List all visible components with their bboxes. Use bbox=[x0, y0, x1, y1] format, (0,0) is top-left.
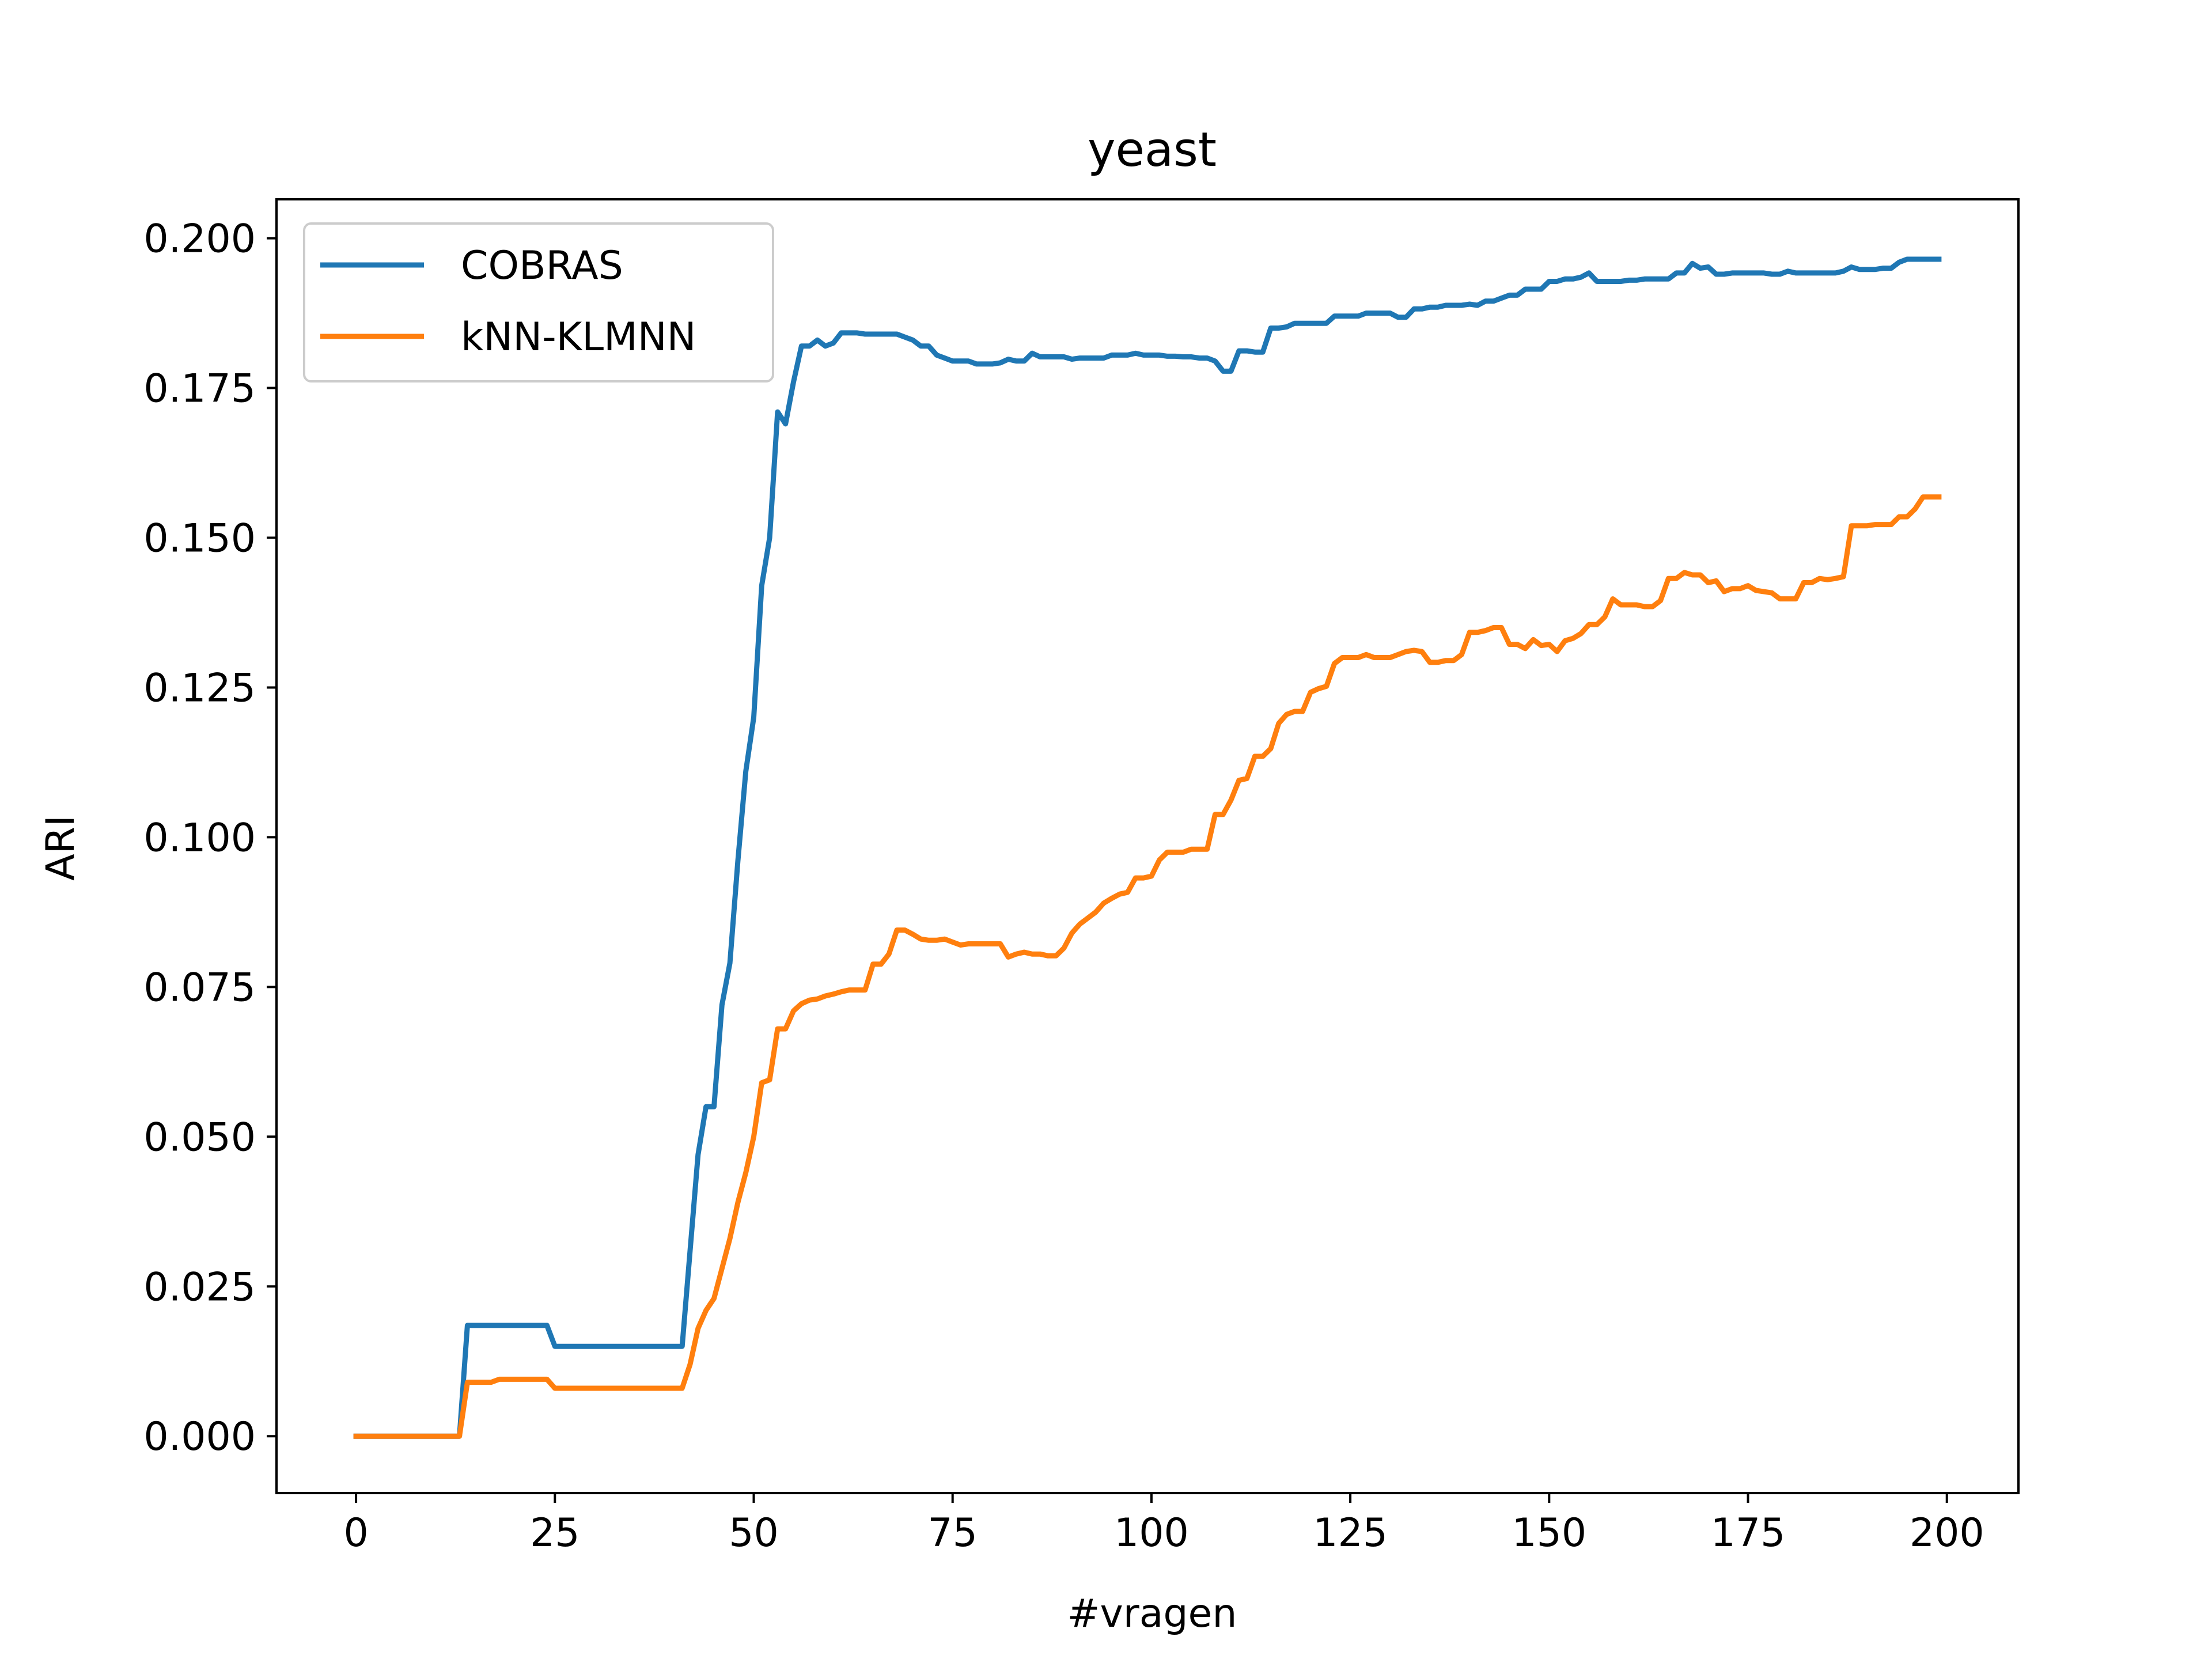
y-tick-label: 0.000 bbox=[143, 1414, 256, 1460]
y-axis-label: ARI bbox=[38, 815, 84, 881]
y-tick-label: 0.150 bbox=[143, 516, 256, 561]
x-axis-label: #vragen bbox=[1067, 1591, 1237, 1637]
legend-label-1: kNN-KLMNN bbox=[461, 315, 696, 360]
y-tick-label: 0.125 bbox=[143, 665, 256, 711]
series-layer bbox=[353, 256, 1942, 1439]
x-tick-label: 175 bbox=[1711, 1510, 1786, 1556]
y-tick-label: 0.025 bbox=[143, 1264, 256, 1310]
legend-label-0: COBRAS bbox=[461, 243, 623, 289]
y-tick-label: 0.175 bbox=[143, 366, 256, 412]
series-line-0 bbox=[353, 256, 1942, 1439]
y-axis: 0.000 0.025 0.050 0.075 0.100 0.125 0.150 0.175… bbox=[143, 217, 276, 1460]
y-tick-label: 0.200 bbox=[143, 217, 256, 262]
x-tick-label: 0 bbox=[343, 1510, 368, 1556]
x-tick-label: 200 bbox=[1910, 1510, 1984, 1556]
legend: COBRAS kNN-KLMNN bbox=[303, 222, 774, 382]
y-tick-label: 0.050 bbox=[143, 1115, 256, 1160]
x-tick-label: 150 bbox=[1512, 1510, 1586, 1556]
x-axis: 0 25 50 75 100 125 150 175 200 bbox=[343, 1493, 1984, 1556]
plot-area-frame bbox=[275, 198, 2020, 1494]
x-tick-label: 50 bbox=[729, 1510, 779, 1556]
x-tick-label: 100 bbox=[1114, 1510, 1189, 1556]
y-tick-label: 0.075 bbox=[143, 965, 256, 1010]
chart-title: yeast bbox=[1088, 123, 1217, 177]
x-tick-label: 125 bbox=[1313, 1510, 1388, 1556]
y-tick-label: 0.100 bbox=[143, 815, 256, 861]
x-tick-label: 25 bbox=[530, 1510, 580, 1556]
series-line-1 bbox=[353, 494, 1942, 1439]
x-tick-label: 75 bbox=[927, 1510, 978, 1556]
